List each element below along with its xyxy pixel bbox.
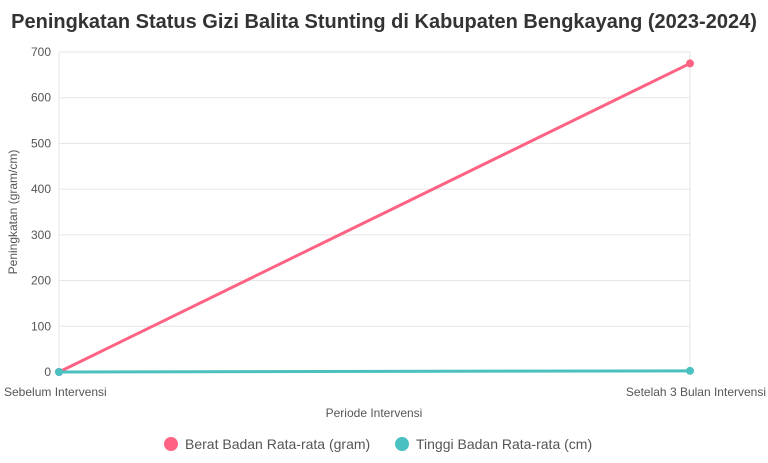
- x-tick-label: Setelah 3 Bulan Intervensi: [626, 385, 766, 399]
- y-tick-label: 400: [31, 182, 51, 196]
- chart-title: Peningkatan Status Gizi Balita Stunting …: [11, 11, 757, 33]
- data-point[interactable]: [686, 366, 694, 375]
- y-tick-label: 300: [31, 228, 51, 242]
- legend-marker: [164, 437, 178, 451]
- data-point[interactable]: [55, 368, 63, 376]
- y-tick-label: 700: [31, 45, 51, 59]
- legend-label: Berat Badan Rata-rata (gram): [185, 436, 370, 452]
- series-line: [58, 369, 691, 374]
- y-tick-label: 600: [31, 91, 51, 105]
- x-tick-label: Sebelum Intervensi: [4, 385, 107, 399]
- legend-label: Tinggi Badan Rata-rata (cm): [416, 436, 592, 452]
- x-axis-label: Periode Intervensi: [326, 406, 423, 420]
- legend-item[interactable]: Berat Badan Rata-rata (gram): [164, 436, 370, 452]
- y-tick-label: 200: [31, 274, 51, 288]
- y-axis-label: Peningkatan (gram/cm): [6, 150, 20, 275]
- legend-item[interactable]: Tinggi Badan Rata-rata (cm): [395, 436, 592, 452]
- y-tick-label: 100: [31, 319, 51, 333]
- legend-marker: [395, 437, 409, 451]
- series-line: [58, 62, 691, 374]
- data-point[interactable]: [686, 59, 694, 68]
- y-tick-label: 0: [44, 365, 51, 379]
- y-tick-label: 500: [31, 136, 51, 150]
